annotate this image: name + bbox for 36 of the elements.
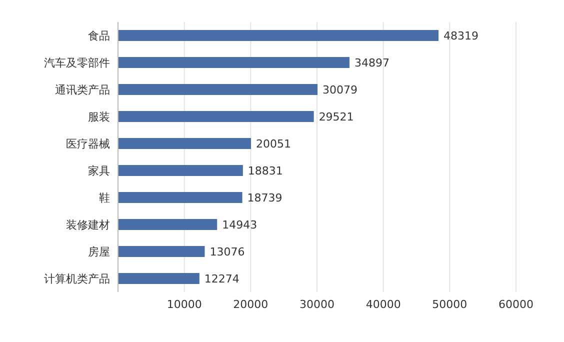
data-label: 13076	[210, 245, 245, 258]
bar	[118, 246, 205, 257]
x-tick-label: 60000	[498, 298, 534, 311]
y-tick-label: 服装	[88, 110, 110, 124]
data-label: 48319	[444, 29, 479, 42]
bar	[118, 192, 242, 203]
data-label: 14943	[222, 218, 258, 232]
data-label: 30079	[322, 83, 358, 96]
data-label: 12274	[204, 272, 240, 286]
bar	[118, 219, 218, 230]
x-tick-label: 50000	[432, 298, 468, 311]
bar	[118, 30, 439, 41]
y-tick-label: 家具	[88, 164, 110, 178]
data-label: 18739	[247, 191, 282, 204]
bar	[118, 165, 243, 176]
data-label: 29521	[318, 110, 354, 124]
y-tick-label: 医疗器械	[66, 137, 110, 150]
y-tick-label: 房屋	[88, 245, 110, 258]
x-tick-label: 10000	[166, 298, 202, 311]
bar	[118, 138, 252, 149]
y-tick-label: 汽车及零部件	[44, 56, 110, 70]
y-tick-label: 食品	[88, 29, 110, 42]
y-tick-label: 计算机类产品	[44, 272, 110, 286]
y-tick-label: 通讯类产品	[55, 83, 110, 96]
y-tick-label: 鞋	[99, 191, 110, 204]
bar	[118, 111, 314, 122]
bar	[118, 273, 200, 284]
x-tick-label: 30000	[300, 298, 334, 311]
data-label: 34897	[354, 56, 390, 70]
data-label: 20051	[256, 137, 292, 150]
y-tick-label: 装修建材	[66, 218, 110, 232]
x-tick-label: 40000	[366, 298, 401, 311]
bar	[118, 84, 318, 95]
data-label: 18831	[248, 164, 283, 178]
x-tick-label: 20000	[233, 298, 268, 311]
bar	[118, 57, 350, 68]
